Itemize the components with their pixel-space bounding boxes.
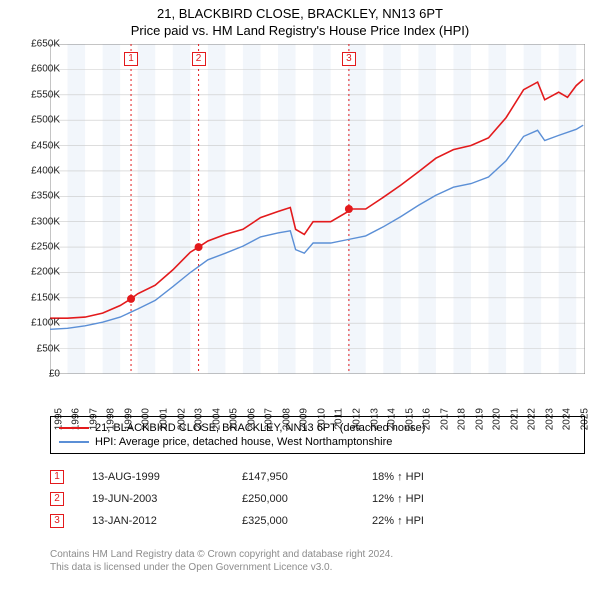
- legend-row: 21, BLACKBIRD CLOSE, BRACKLEY, NN13 6PT …: [59, 421, 576, 435]
- sale-pct: 18% ↑ HPI: [372, 471, 492, 483]
- sale-price: £250,000: [242, 493, 372, 505]
- page-title: 21, BLACKBIRD CLOSE, BRACKLEY, NN13 6PT: [0, 0, 600, 21]
- y-axis-label: £200K: [15, 267, 60, 278]
- sale-date: 13-AUG-1999: [92, 471, 242, 483]
- y-axis-label: £400K: [15, 165, 60, 176]
- sale-row: 2 19-JUN-2003£250,00012% ↑ HPI: [50, 488, 585, 510]
- y-axis-label: £550K: [15, 89, 60, 100]
- footer-line-1: Contains HM Land Registry data © Crown c…: [50, 548, 585, 561]
- sale-marker-box: 3: [50, 514, 64, 528]
- legend-row: HPI: Average price, detached house, West…: [59, 435, 576, 449]
- legend-label: 21, BLACKBIRD CLOSE, BRACKLEY, NN13 6PT …: [95, 422, 425, 434]
- y-axis-label: £500K: [15, 115, 60, 126]
- y-axis-label: £50K: [15, 343, 60, 354]
- sale-marker-box: 1: [50, 470, 64, 484]
- y-axis-label: £300K: [15, 216, 60, 227]
- sale-pct: 12% ↑ HPI: [372, 493, 492, 505]
- legend-label: HPI: Average price, detached house, West…: [95, 436, 392, 448]
- chart-svg: [50, 44, 585, 374]
- footer: Contains HM Land Registry data © Crown c…: [50, 548, 585, 574]
- footer-line-2: This data is licensed under the Open Gov…: [50, 561, 585, 574]
- y-axis-label: £100K: [15, 318, 60, 329]
- y-axis-label: £600K: [15, 64, 60, 75]
- sale-marker-box: 2: [50, 492, 64, 506]
- y-axis-label: £450K: [15, 140, 60, 151]
- sale-row: 1 13-AUG-1999£147,95018% ↑ HPI: [50, 466, 585, 488]
- y-axis-label: £0: [15, 369, 60, 380]
- y-axis-label: £250K: [15, 242, 60, 253]
- sale-price: £147,950: [242, 471, 372, 483]
- sale-date: 19-JUN-2003: [92, 493, 242, 505]
- y-axis-label: £350K: [15, 191, 60, 202]
- legend-swatch: [59, 441, 89, 443]
- y-axis-label: £150K: [15, 292, 60, 303]
- y-axis-label: £650K: [15, 39, 60, 50]
- sale-marker-flag: 2: [192, 52, 206, 66]
- sale-marker-flag: 1: [124, 52, 138, 66]
- sale-date: 13-JAN-2012: [92, 515, 242, 527]
- sale-price: £325,000: [242, 515, 372, 527]
- sale-row: 3 13-JAN-2012£325,00022% ↑ HPI: [50, 510, 585, 532]
- sales-list: 1 13-AUG-1999£147,95018% ↑ HPI 2 19-JUN-200…: [50, 466, 585, 532]
- sale-marker-flag: 3: [342, 52, 356, 66]
- sale-pct: 22% ↑ HPI: [372, 515, 492, 527]
- page-subtitle: Price paid vs. HM Land Registry's House …: [0, 21, 600, 38]
- chart: [50, 44, 585, 374]
- legend-swatch: [59, 427, 89, 429]
- legend: 21, BLACKBIRD CLOSE, BRACKLEY, NN13 6PT …: [50, 416, 585, 454]
